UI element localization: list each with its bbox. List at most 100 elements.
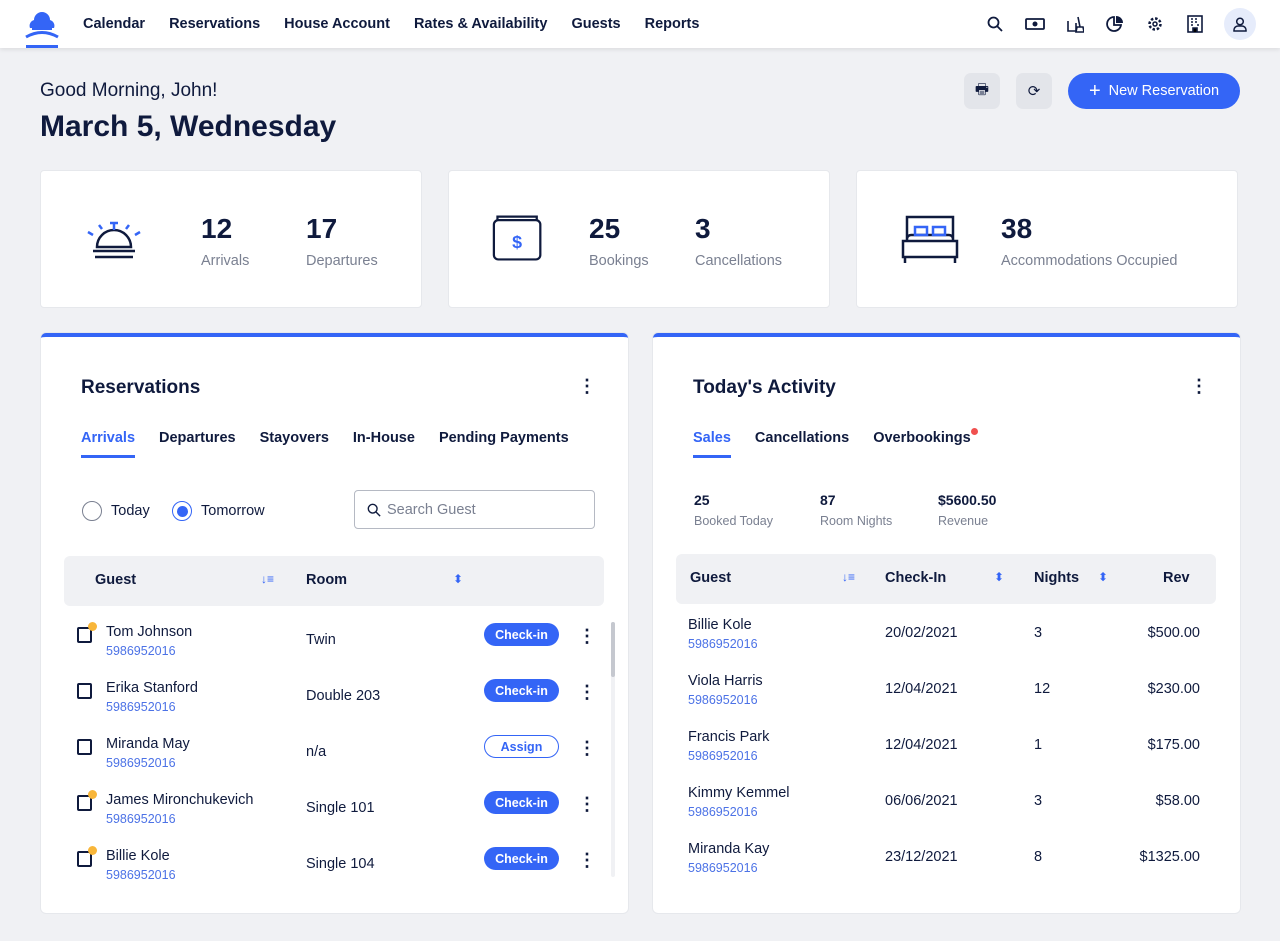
guest-name[interactable]: Francis Park <box>688 729 770 745</box>
guest-name[interactable]: Miranda May <box>106 736 190 752</box>
check-in-date: 23/12/2021 <box>885 849 958 865</box>
nav-guests[interactable]: Guests <box>571 16 621 32</box>
check-in-date: 20/02/2021 <box>885 625 958 641</box>
nav-house-account[interactable]: House Account <box>284 16 390 32</box>
note-icon[interactable] <box>77 683 92 699</box>
col-nights[interactable]: Nights <box>1034 570 1080 586</box>
check-in-date: 06/06/2021 <box>885 793 958 809</box>
sort-icon[interactable]: ⬍ <box>453 572 464 586</box>
reservation-id[interactable]: 5986952016 <box>688 693 758 707</box>
search-icon[interactable] <box>984 13 1006 35</box>
sort-desc-icon[interactable]: ↓≡ <box>261 572 275 586</box>
revenue: $500.00 <box>1147 625 1200 641</box>
check-in-button[interactable]: Check-in <box>484 791 559 814</box>
table-row[interactable]: Erika Stanford 5986952016 Double 203 Che… <box>41 668 628 724</box>
flag-dot <box>88 790 97 799</box>
search-guest-input[interactable]: Search Guest <box>354 490 595 529</box>
table-row[interactable]: James Mironchukevich 5986952016 Single 1… <box>41 780 628 836</box>
check-in-button[interactable]: Check-in <box>484 847 559 870</box>
guest-name[interactable]: James Mironchukevich <box>106 792 254 808</box>
activity-menu-kebab-icon[interactable]: ⋮ <box>1190 376 1208 396</box>
print-button[interactable]: 🖶 <box>964 73 1000 109</box>
guest-name[interactable]: Miranda Kay <box>688 841 770 857</box>
row-menu-kebab-icon[interactable]: ⋮ <box>578 794 596 814</box>
note-icon[interactable] <box>77 790 97 811</box>
reservation-id[interactable]: 5986952016 <box>688 861 758 875</box>
room: Twin <box>306 632 336 648</box>
table-row[interactable]: Kimmy Kemmel 5986952016 06/06/2021 3 $58… <box>653 780 1240 836</box>
row-menu-kebab-icon[interactable]: ⋮ <box>578 626 596 646</box>
reservation-id[interactable]: 5986952016 <box>106 868 176 882</box>
sort-desc-icon[interactable]: ↓≡ <box>842 570 856 584</box>
nav-rates-availability[interactable]: Rates & Availability <box>413 16 548 32</box>
row-menu-kebab-icon[interactable]: ⋮ <box>578 682 596 702</box>
row-menu-kebab-icon[interactable]: ⋮ <box>578 850 596 870</box>
col-rev[interactable]: Rev <box>1163 570 1190 586</box>
col-guest[interactable]: Guest <box>690 570 732 586</box>
note-icon[interactable] <box>77 622 97 643</box>
sort-icon[interactable]: ⬍ <box>1098 570 1109 584</box>
note-icon[interactable] <box>77 739 92 755</box>
sort-icon[interactable]: ⬍ <box>994 570 1005 584</box>
table-row[interactable]: Viola Harris 5986952016 12/04/2021 12 $2… <box>653 668 1240 724</box>
scrollbar[interactable] <box>611 622 615 877</box>
assign-button[interactable]: Assign <box>484 735 559 758</box>
row-menu-kebab-icon[interactable]: ⋮ <box>578 738 596 758</box>
housekeeping-icon[interactable] <box>1064 13 1086 35</box>
tab-arrivals[interactable]: Arrivals <box>81 430 136 458</box>
nav-reservations[interactable]: Reservations <box>169 16 261 32</box>
refresh-button[interactable]: ⟳ <box>1016 73 1052 109</box>
guest-name[interactable]: Viola Harris <box>688 673 763 689</box>
table-row[interactable]: Tom Johnson 5986952016 Twin Check-in ⋮ <box>41 612 628 668</box>
new-reservation-button[interactable]: + New Reservation <box>1068 73 1240 109</box>
tab-pending-payments[interactable]: Pending Payments <box>438 430 569 446</box>
revenue: $230.00 <box>1147 681 1200 697</box>
guest-name[interactable]: Erika Stanford <box>106 680 198 696</box>
table-row[interactable]: Miranda May 5986952016 n/a Assign ⋮ <box>41 724 628 780</box>
table-row[interactable]: Francis Park 5986952016 12/04/2021 1 $17… <box>653 724 1240 780</box>
cancellations-label: Cancellations <box>695 253 783 269</box>
guest-name[interactable]: Tom Johnson <box>106 624 193 640</box>
check-in-button[interactable]: Check-in <box>484 679 559 702</box>
tab-sales[interactable]: Sales <box>693 430 731 458</box>
col-room[interactable]: Room <box>306 572 348 588</box>
nav-calendar[interactable]: Calendar <box>83 16 146 32</box>
table-row[interactable]: Billie Kole 5986952016 Single 104 Check-… <box>41 836 628 892</box>
guest-name[interactable]: Billie Kole <box>688 617 752 633</box>
guest-name[interactable]: Kimmy Kemmel <box>688 785 790 801</box>
radio-today[interactable]: Today <box>82 501 150 521</box>
reservation-id[interactable]: 5986952016 <box>106 812 176 826</box>
overbookings-label: Overbookings <box>873 430 971 446</box>
reservation-id[interactable]: 5986952016 <box>688 805 758 819</box>
reservation-id[interactable]: 5986952016 <box>106 700 176 714</box>
table-row[interactable]: Billie Kole 5986952016 20/02/2021 3 $500… <box>653 612 1240 668</box>
user-icon <box>1233 16 1247 32</box>
nights: 1 <box>1034 737 1043 753</box>
user-avatar[interactable] <box>1224 8 1256 40</box>
nights: 3 <box>1034 625 1043 641</box>
tab-stayovers[interactable]: Stayovers <box>259 430 329 446</box>
table-row[interactable]: Miranda Kay 5986952016 23/12/2021 8 $132… <box>653 836 1240 892</box>
building-icon[interactable] <box>1184 13 1206 35</box>
reservation-id[interactable]: 5986952016 <box>106 756 176 770</box>
reservation-id[interactable]: 5986952016 <box>106 644 176 658</box>
pie-chart-icon[interactable] <box>1104 13 1126 35</box>
tab-departures[interactable]: Departures <box>159 430 236 446</box>
tab-overbookings[interactable]: Overbookings <box>873 428 978 458</box>
reservations-menu-kebab-icon[interactable]: ⋮ <box>578 376 596 396</box>
tab-in-house[interactable]: In-House <box>352 430 415 446</box>
nav-reports[interactable]: Reports <box>644 16 700 32</box>
gear-icon[interactable] <box>1144 13 1166 35</box>
note-icon[interactable] <box>77 846 97 867</box>
guest-name[interactable]: Billie Kole <box>106 848 170 864</box>
tab-cancellations[interactable]: Cancellations <box>754 430 850 446</box>
reservation-id[interactable]: 5986952016 <box>688 749 758 763</box>
cash-icon[interactable] <box>1024 13 1046 35</box>
col-guest[interactable]: Guest <box>95 572 137 588</box>
radio-tomorrow[interactable]: Tomorrow <box>172 501 265 521</box>
check-in-button[interactable]: Check-in <box>484 623 559 646</box>
occupied-count: 38 <box>1001 213 1033 244</box>
col-check-in[interactable]: Check-In <box>885 570 947 586</box>
reservation-id[interactable]: 5986952016 <box>688 637 758 651</box>
logo-icon[interactable] <box>24 10 60 48</box>
